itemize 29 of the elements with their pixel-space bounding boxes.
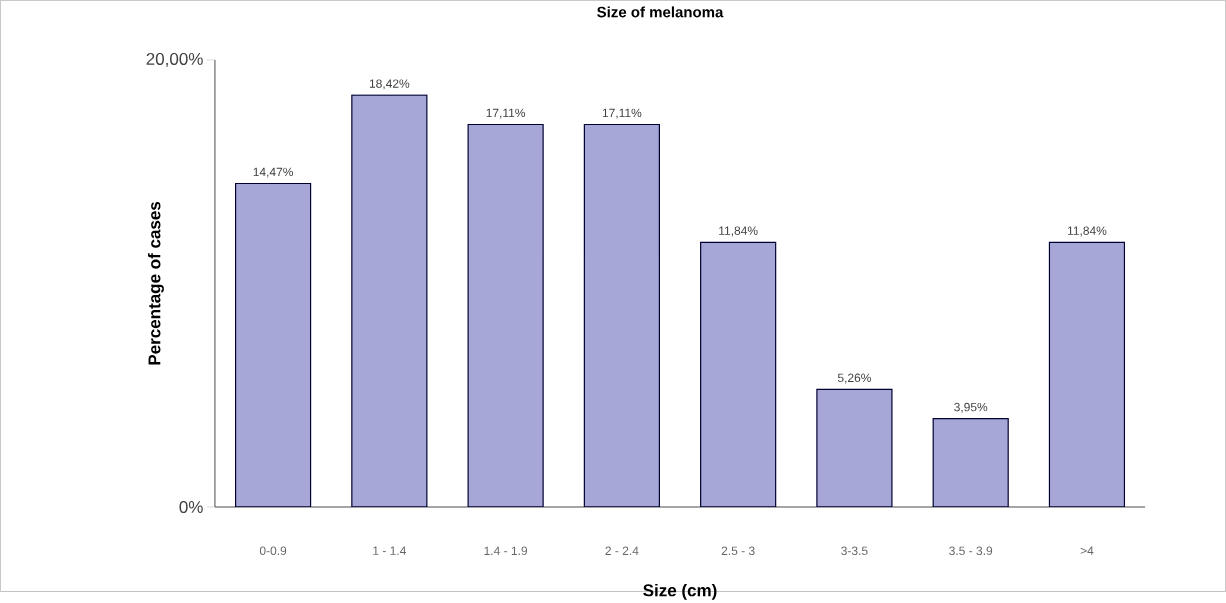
x-tick-label: 1.4 - 1.9: [484, 546, 528, 555]
bar: [1048, 241, 1126, 507]
data-label: 17,11%: [602, 108, 642, 119]
data-label: 11,84%: [719, 226, 758, 237]
bar: [467, 123, 544, 507]
bar: [700, 241, 777, 507]
y-tick-label: 20,00%: [146, 52, 203, 67]
data-label: 14,47%: [253, 167, 293, 178]
x-tick-label: 2.5 - 3: [721, 546, 755, 555]
chart-title: Size of melanoma: [597, 6, 724, 18]
x-tick-label: >4: [1080, 546, 1094, 555]
data-label: 5,26%: [837, 373, 871, 384]
bar: [932, 418, 1009, 507]
y-axis-title: Percentage of cases: [147, 201, 164, 365]
x-axis-title: Size (cm): [643, 583, 717, 600]
data-label: 11,84%: [1067, 226, 1107, 237]
data-label: 3,95%: [954, 402, 988, 413]
x-tick-label: 0-0.9: [259, 546, 287, 555]
x-tick-label: 1 - 1.4: [373, 546, 406, 555]
x-tick-label: 3-3.5: [841, 546, 868, 555]
bar: [234, 182, 312, 507]
x-tick-label: 2 - 2.4: [605, 546, 639, 555]
bar: [816, 388, 893, 507]
data-label: 17,11%: [486, 108, 526, 119]
bar: [351, 94, 428, 507]
x-tick-label: 3.5 - 3.9: [949, 546, 993, 555]
bar: [583, 123, 660, 507]
y-tick-label: 0%: [179, 500, 203, 513]
data-label: 18,42%: [369, 79, 410, 90]
